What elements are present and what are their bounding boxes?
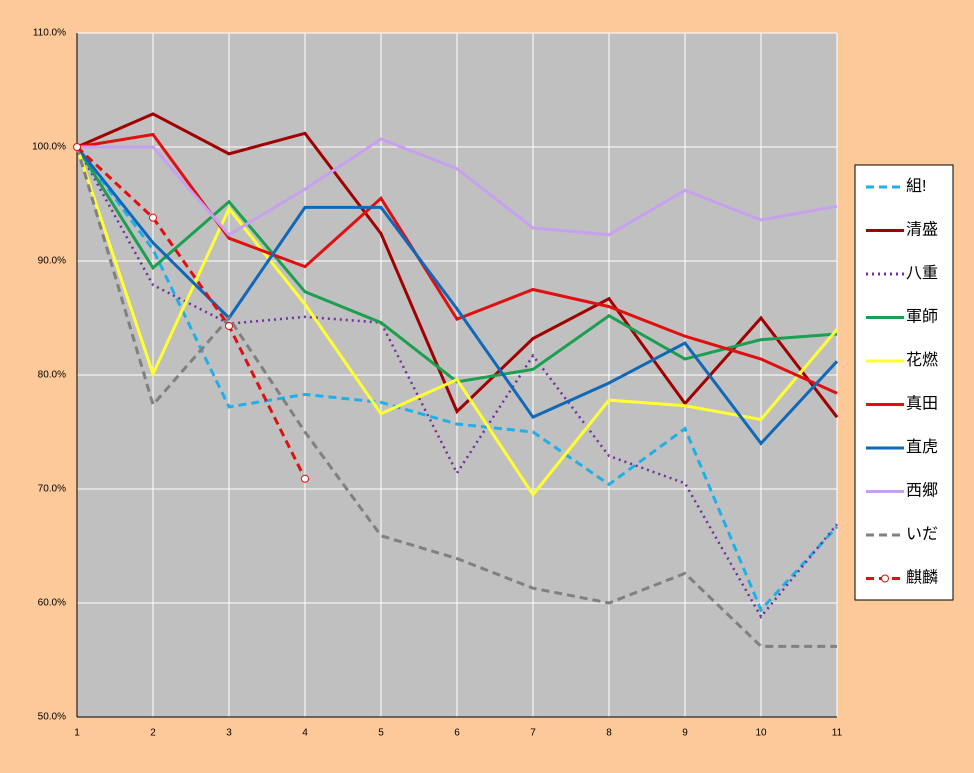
x-tick-label: 6 — [454, 728, 460, 739]
series-line — [75, 146, 837, 648]
point-marker — [301, 474, 309, 483]
x-tick-label: 8 — [606, 728, 612, 739]
x-tick-label: 10 — [755, 728, 767, 739]
point-marker — [149, 213, 157, 222]
series-line — [75, 145, 307, 480]
y-tick-label: 80.0% — [38, 370, 66, 381]
point-marker — [225, 321, 233, 330]
x-tick-label: 9 — [682, 728, 688, 739]
legend-label: 軍師 — [906, 308, 938, 326]
series-line — [75, 146, 839, 446]
y-tick-label: 60.0% — [38, 598, 66, 609]
legend-box — [854, 164, 954, 601]
legend-label: 直虎 — [906, 438, 938, 456]
legend-label: 清盛 — [906, 221, 938, 239]
y-tick-label: 50.0% — [38, 712, 66, 723]
y-tick-label: 100.0% — [32, 142, 66, 153]
legend-marker — [881, 574, 889, 583]
legend-label: 麒麟 — [906, 569, 938, 587]
y-tick-label: 110.0% — [33, 28, 66, 39]
series-line — [75, 146, 839, 498]
series-line — [75, 146, 838, 619]
x-tick-label: 5 — [378, 728, 384, 739]
legend-label: 八重 — [906, 264, 938, 282]
series-line — [75, 146, 839, 613]
legend-label: 西郷 — [906, 482, 938, 500]
legend-label: 真田 — [906, 395, 938, 413]
legend-label: いだ — [906, 526, 938, 543]
point-marker — [73, 143, 81, 151]
x-tick-label: 2 — [150, 728, 156, 739]
x-tick-label: 7 — [530, 728, 536, 739]
x-tick-label: 4 — [302, 728, 308, 739]
y-tick-label: 90.0% — [38, 256, 66, 267]
legend-label: 組! — [906, 177, 926, 195]
series-line — [77, 137, 838, 237]
x-tick-label: 11 — [832, 728, 843, 739]
x-tick-label: 1 — [74, 728, 80, 739]
y-tick-label: 70.0% — [38, 484, 66, 495]
x-tick-label: 3 — [226, 728, 232, 739]
legend-label: 花燃 — [906, 351, 938, 369]
